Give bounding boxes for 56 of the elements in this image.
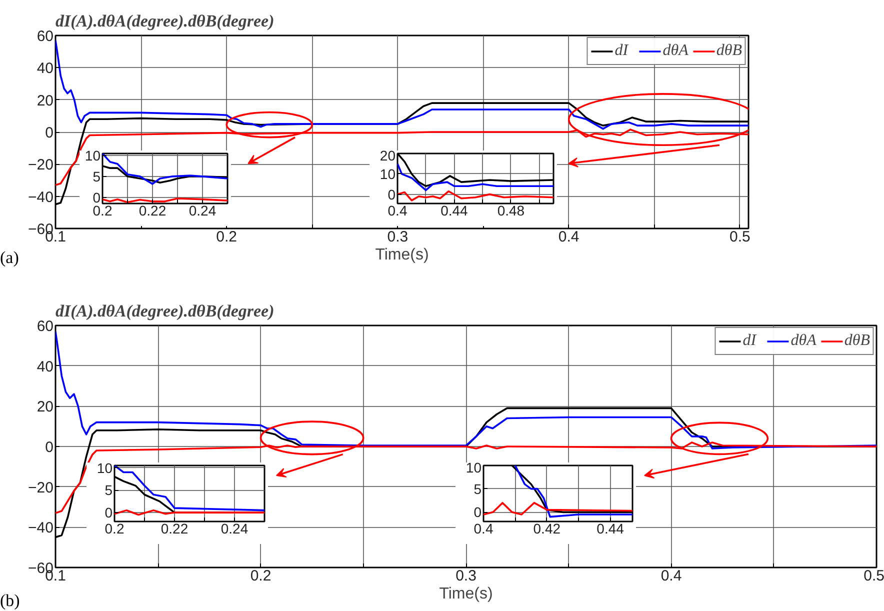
y-tick-label: 40 <box>36 60 54 78</box>
x-tick-label: 0.2 <box>216 228 238 246</box>
legend-label: dθA <box>662 42 688 60</box>
y-tick-label: 0 <box>92 189 101 206</box>
x-tick-label: 0.2 <box>92 202 112 218</box>
x-tick-label: 0.5 <box>730 228 750 246</box>
y-tick-label: 20 <box>36 92 54 110</box>
y-tick-label: −20 <box>28 479 54 496</box>
chart-title: dI(A).dθA(degree).dθB(degree) <box>56 302 274 320</box>
y-tick-label: 5 <box>474 480 482 497</box>
x-tick-label: 0.4 <box>660 568 682 584</box>
x-axis-title: Time(s) <box>439 586 493 602</box>
x-tick-label: 0.5 <box>864 568 884 584</box>
x-tick-label: 0.3 <box>456 568 476 584</box>
y-tick-label: −40 <box>28 188 54 206</box>
x-tick-label: 0.48 <box>497 202 525 218</box>
y-tick-label: 5 <box>92 168 101 184</box>
legend-label: dθB <box>844 332 870 350</box>
x-tick-label: 0.24 <box>188 202 216 218</box>
x-tick-label: 0.22 <box>138 202 166 218</box>
x-tick-label: 0.44 <box>440 202 468 218</box>
y-tick-label: 20 <box>36 398 54 416</box>
y-tick-label: 10 <box>466 460 482 476</box>
legend-label: dθB <box>716 42 742 60</box>
y-tick-label: 5 <box>104 482 113 498</box>
legend-label: dI <box>742 332 758 350</box>
y-tick-label: 40 <box>36 358 54 376</box>
y-tick-label: 0 <box>474 504 482 520</box>
x-tick-label: 0.2 <box>104 520 124 536</box>
x-tick-label: 0.4 <box>558 228 580 246</box>
legend-label: dθA <box>790 332 816 350</box>
y-tick-label: 20 <box>380 148 396 164</box>
x-tick-label: 0.22 <box>160 520 188 536</box>
y-tick-label: −20 <box>28 156 54 174</box>
y-tick-label: 60 <box>36 318 54 335</box>
x-tick-label: 0.24 <box>220 520 248 536</box>
x-axis-title: Time(s) <box>375 246 429 264</box>
x-tick-label: 0.3 <box>387 228 408 246</box>
x-tick-label: 0.42 <box>533 520 561 536</box>
x-tick-label: 0.4 <box>474 520 494 536</box>
legend-label: dI <box>614 42 630 60</box>
text: (b) <box>0 590 20 611</box>
x-tick-label: 0.4 <box>388 202 408 218</box>
text: (a) <box>0 247 19 269</box>
y-tick-label: 0 <box>45 439 54 456</box>
y-tick-label: 0 <box>388 186 396 202</box>
y-tick-label: 0 <box>45 124 54 142</box>
chart-title: dI(A).dθA(degree).dθB(degree) <box>56 12 274 30</box>
y-tick-label: 60 <box>36 28 54 45</box>
x-tick-label: 0.44 <box>596 520 624 536</box>
y-tick-label: 10 <box>380 166 396 182</box>
y-tick-label: 10 <box>84 148 101 164</box>
y-tick-label: 10 <box>96 460 113 476</box>
y-tick-label: −40 <box>28 520 54 537</box>
y-tick-label: 0 <box>104 504 113 521</box>
x-tick-label: 0.2 <box>250 568 272 584</box>
